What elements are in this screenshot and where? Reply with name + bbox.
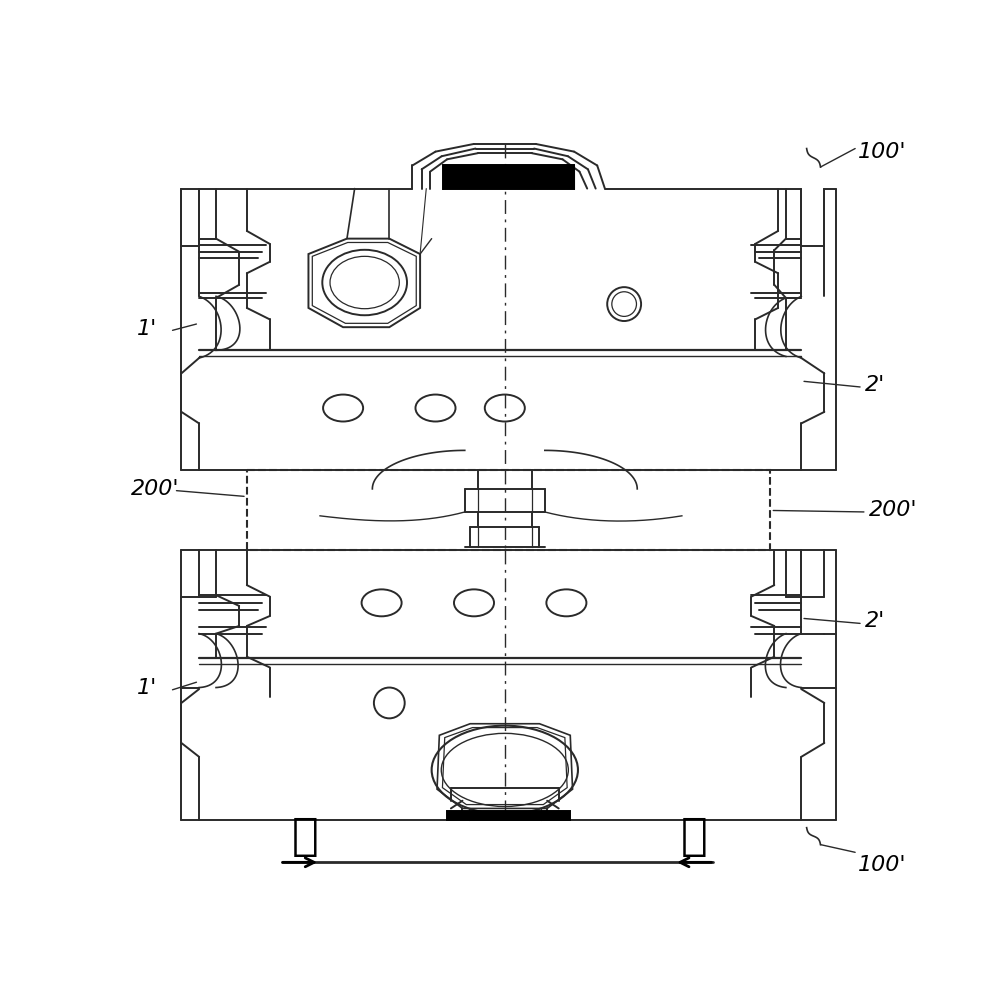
Text: 200': 200' [869,500,918,520]
Text: 100': 100' [857,855,906,875]
Bar [447,811,570,820]
Text: 200': 200' [131,479,180,499]
Text: 2': 2' [865,611,885,631]
Text: 100': 100' [857,142,906,162]
Text: 1': 1' [137,319,157,339]
Text: 右: 右 [680,815,707,859]
Bar [443,165,574,189]
Text: 1': 1' [137,678,157,698]
Text: 左: 左 [292,815,318,859]
Text: 2': 2' [865,375,885,395]
Bar [247,469,770,551]
